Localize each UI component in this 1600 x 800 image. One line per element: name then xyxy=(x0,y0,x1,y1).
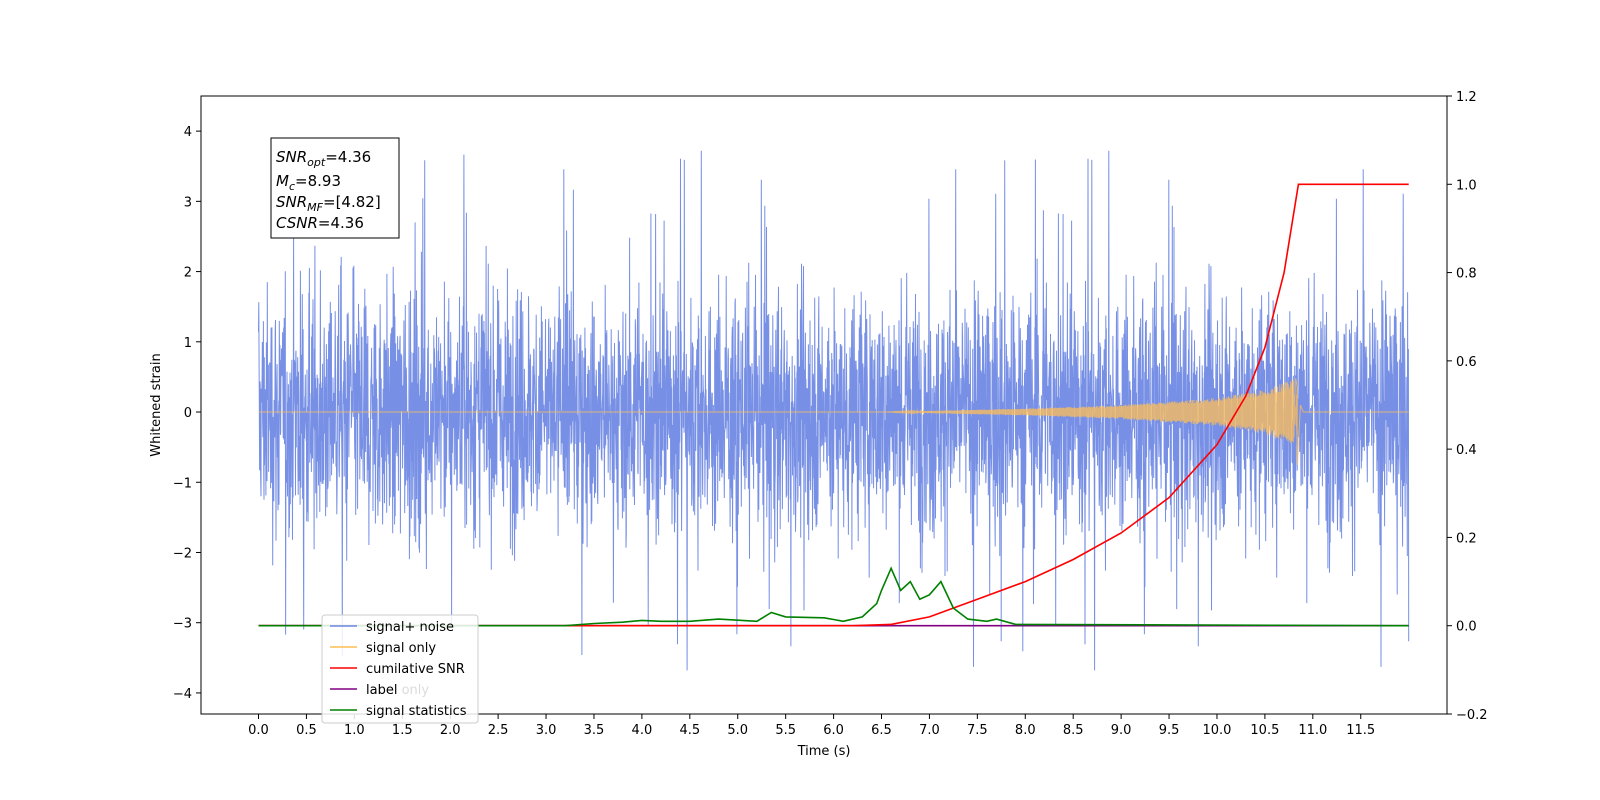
y2-tick-label: 0.4 xyxy=(1456,443,1477,458)
stats-snr-opt-value: =4.36 xyxy=(325,148,371,166)
y2-tick-label: −0.2 xyxy=(1456,708,1488,723)
y-axis-title: Whitened strain xyxy=(149,353,164,456)
y-tick-label: −1 xyxy=(173,476,192,491)
legend-item-label: label only label xyxy=(330,683,429,698)
x-tick-label: 7.0 xyxy=(919,723,940,738)
x-tick-label: 9.0 xyxy=(1111,723,1132,738)
x-tick-label: 8.5 xyxy=(1063,723,1084,738)
y2-tick-label: 1.0 xyxy=(1456,178,1477,193)
stats-csnr: CSNR=4.36 xyxy=(276,214,364,232)
stats-snr-mf-value: =[4.82] xyxy=(323,193,381,211)
stats-mc: Mc=8.93 xyxy=(276,172,341,193)
y2-tick-label: 1.2 xyxy=(1456,90,1477,105)
legend-label-cumulative-snr: cumilative SNR xyxy=(366,662,465,677)
y-tick-label: −2 xyxy=(173,546,192,561)
stats-csnr-value: =4.36 xyxy=(318,214,364,232)
y2-tick-label: 0.6 xyxy=(1456,355,1477,370)
y-tick-label: 2 xyxy=(184,266,192,281)
y-tick-label: 1 xyxy=(184,336,192,351)
x-tick-label: 10.0 xyxy=(1202,723,1231,738)
y2-tick-label: 0.8 xyxy=(1456,267,1477,282)
y-tick-label: 4 xyxy=(184,125,192,140)
x-tick-label: 7.5 xyxy=(967,723,988,738)
y2-tick-label: 0.2 xyxy=(1456,531,1477,546)
stats-box-frame xyxy=(270,137,400,239)
x-tick-label: 6.0 xyxy=(823,723,844,738)
x-tick-label: 4.0 xyxy=(632,723,653,738)
stats-snr-opt-subscript: opt xyxy=(307,156,326,169)
stats-snr-opt-symbol: SNR xyxy=(276,148,307,166)
legend-item-signal-noise: signal+ noise xyxy=(330,620,454,635)
series-signal-noise-line xyxy=(258,150,1410,671)
x-tick-label: 8.0 xyxy=(1015,723,1036,738)
series-cumulative-snr-line xyxy=(258,183,1409,627)
stats-snr-mf-subscript: MF xyxy=(307,201,323,214)
y2-tick-label: 0.0 xyxy=(1456,620,1477,635)
legend-label-signal-only: signal only xyxy=(366,641,436,656)
stats-snr-mf-symbol: SNR xyxy=(276,193,307,211)
legend: signal+ noise signal only cumilative SNR… xyxy=(321,614,479,724)
stats-csnr-symbol: CSNR xyxy=(276,214,318,232)
plot-frame xyxy=(200,95,1448,715)
x-tick-label: 6.5 xyxy=(871,723,892,738)
y-tick-label: −3 xyxy=(173,617,192,632)
stats-snr-opt: SNRopt=4.36 xyxy=(276,148,371,169)
legend-label-label: label xyxy=(366,683,397,698)
y-tick-label: 0 xyxy=(184,406,192,421)
x-tick-label: 3.5 xyxy=(584,723,605,738)
y-tick-label: 3 xyxy=(184,195,192,210)
x-tick-label: 3.0 xyxy=(536,723,557,738)
legend-label-signal-statistics: signal statistics xyxy=(366,704,467,719)
legend-label-signal-noise: signal+ noise xyxy=(366,620,454,635)
x-tick-label: 2.5 xyxy=(488,723,509,738)
series-signal-statistics-line xyxy=(258,566,1409,627)
stats-mc-subscript: c xyxy=(289,180,295,193)
legend-item-signal-statistics: signal statistics xyxy=(330,704,467,719)
x-tick-label: 0.5 xyxy=(296,723,317,738)
x-tick-label: 5.5 xyxy=(775,723,796,738)
y-tick-label: −4 xyxy=(173,687,192,702)
x-tick-label: 9.5 xyxy=(1159,723,1180,738)
x-tick-label: 1.5 xyxy=(392,723,413,738)
x-tick-label: 5.0 xyxy=(727,723,748,738)
legend-frame xyxy=(321,614,479,724)
x-tick-label: 4.5 xyxy=(679,723,700,738)
legend-label-label-only: label only xyxy=(366,683,429,698)
axes: 0.0 0.5 1.0 1.5 2.0 2.5 3.0 3.5 4.0 4.5 5.0 5.5 6.0 6… xyxy=(173,90,1488,738)
stats-mc-symbol: M xyxy=(276,172,289,190)
legend-item-cumulative-snr: cumilative SNR xyxy=(330,662,465,677)
stats-snr-mf: SNRMF=[4.82] xyxy=(276,193,381,214)
x-axis-title: Time (s) xyxy=(797,744,851,759)
x-tick-label: 0.0 xyxy=(248,723,269,738)
stats-mc-value: =8.93 xyxy=(295,172,341,190)
legend-item-signal-only: signal only xyxy=(330,641,436,656)
stats-box: SNRopt=4.36 Mc=8.93 SNRMF=[4.82] CSNR=4.… xyxy=(270,137,400,239)
x-tick-label: 11.0 xyxy=(1298,723,1327,738)
x-tick-label: 10.5 xyxy=(1250,723,1279,738)
x-tick-label: 2.0 xyxy=(440,723,461,738)
x-tick-label: 11.5 xyxy=(1346,723,1375,738)
x-tick-label: 1.0 xyxy=(344,723,365,738)
